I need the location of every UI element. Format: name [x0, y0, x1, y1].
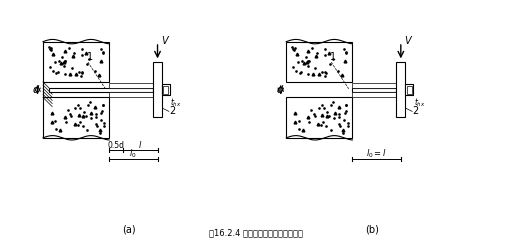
Text: (b): (b): [365, 225, 380, 235]
Text: 2: 2: [412, 106, 419, 116]
Text: $l_0$: $l_0$: [129, 148, 137, 160]
Text: d: d: [276, 85, 283, 95]
Text: 2: 2: [169, 106, 176, 116]
Bar: [108, 83, 153, 88]
Bar: [108, 92, 153, 97]
Text: $l_0=l$: $l_0=l$: [366, 148, 387, 160]
Bar: [286, 42, 353, 82]
Text: $t_{hx}$: $t_{hx}$: [414, 96, 425, 109]
Text: 1: 1: [330, 52, 336, 62]
Text: $t_{hx}$: $t_{hx}$: [170, 96, 182, 109]
Bar: [353, 88, 397, 92]
Bar: [397, 62, 405, 117]
Bar: [43, 42, 109, 82]
Bar: [162, 84, 170, 95]
Bar: [352, 92, 397, 97]
Bar: [407, 86, 412, 94]
Text: (a): (a): [123, 225, 136, 235]
Bar: [163, 86, 168, 94]
Text: 0.5d: 0.5d: [107, 141, 125, 150]
Bar: [286, 97, 353, 138]
Text: d: d: [33, 85, 39, 95]
Text: 图16.2.4 锄栓杆杠臂计算长度的确定: 图16.2.4 锄栓杆杠臂计算长度的确定: [208, 228, 303, 238]
Bar: [405, 84, 413, 95]
Text: 1: 1: [87, 52, 93, 62]
Text: V: V: [161, 36, 168, 46]
Bar: [153, 62, 162, 117]
Text: V: V: [404, 36, 411, 46]
Bar: [352, 83, 397, 88]
Text: l: l: [139, 141, 142, 150]
Bar: [43, 97, 109, 138]
Bar: [49, 88, 153, 92]
